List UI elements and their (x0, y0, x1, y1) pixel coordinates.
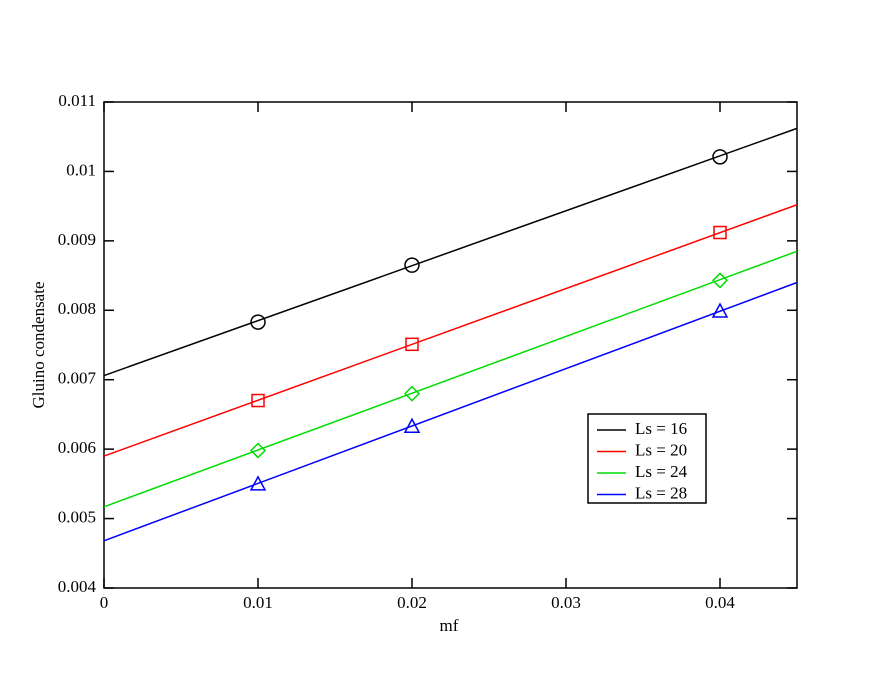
marker (711, 302, 729, 318)
x-tick-label: 0.02 (397, 593, 427, 612)
marker (712, 149, 728, 165)
y-tick-label: 0.011 (58, 91, 96, 110)
marker (713, 225, 727, 240)
marker (249, 475, 267, 491)
x-tick-label: 0.03 (551, 593, 581, 612)
fit-line (103, 127, 798, 377)
x-tick-label: 0.04 (705, 593, 735, 612)
x-tick-label: 0.01 (243, 593, 273, 612)
y-tick-label: 0.007 (58, 369, 97, 388)
y-tick-label: 0.004 (58, 577, 97, 596)
fit-line (103, 204, 798, 457)
x-axis-label: mf (440, 616, 459, 635)
y-tick-label: 0.009 (58, 230, 96, 249)
marker (405, 337, 419, 352)
legend-label: Ls = 20 (635, 440, 687, 459)
y-tick-label: 0.008 (58, 299, 96, 318)
y-axis-label: Gluino condensate (29, 282, 48, 409)
y-tick-label: 0.006 (58, 438, 96, 457)
legend-label: Ls = 28 (635, 483, 687, 502)
fit-line (103, 250, 798, 508)
fit-line (103, 281, 798, 542)
legend-label: Ls = 24 (635, 462, 688, 481)
marker (250, 314, 266, 330)
marker (403, 385, 421, 402)
marker (711, 272, 729, 289)
marker (404, 257, 420, 273)
marker (403, 417, 421, 433)
legend-box (587, 413, 707, 504)
y-tick-label: 0.01 (66, 160, 96, 179)
plot-frame (103, 101, 798, 589)
x-tick-label: 0 (100, 593, 109, 612)
marker (251, 393, 265, 408)
legend: Ls = 16 Ls = 20 Ls = 24 Ls = 28 (587, 413, 707, 504)
marker (249, 442, 267, 459)
y-tick-label: 0.005 (58, 507, 96, 526)
legend-label: Ls = 16 (635, 419, 687, 438)
